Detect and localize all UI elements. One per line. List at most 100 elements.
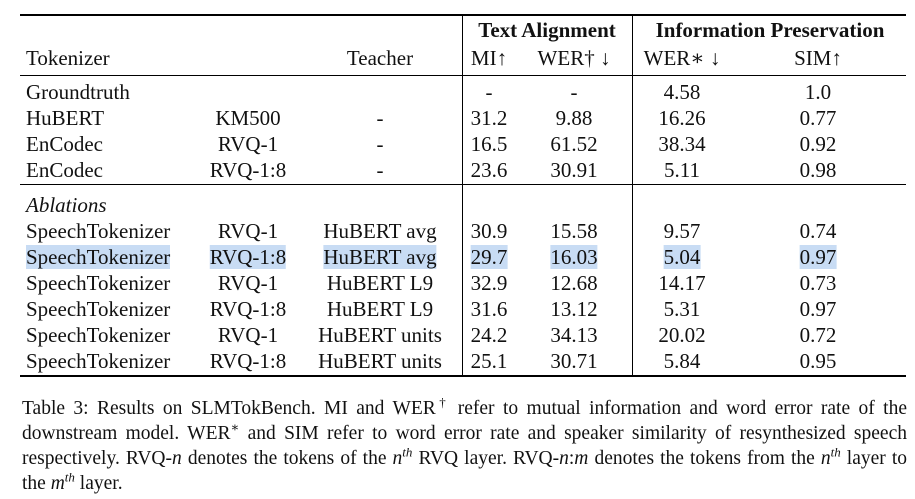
- table-cell: 16.26: [658, 106, 706, 130]
- section-rule: [20, 184, 906, 185]
- top-rule: [20, 14, 906, 16]
- table-cell: SpeechTokenizer: [26, 219, 171, 243]
- section-title: Ablations: [26, 193, 107, 217]
- column-header: SIM↑: [794, 46, 842, 70]
- caption-text: :: [568, 448, 575, 469]
- table-cell: -: [376, 132, 384, 156]
- table-cell: SpeechTokenizer: [26, 323, 171, 347]
- table-cell: 5.31: [663, 297, 701, 321]
- column-header: Tokenizer: [26, 46, 110, 70]
- caption: Table 3: Results on SLMTokBench. MI and …: [22, 396, 907, 496]
- table-cell: 30.91: [550, 158, 598, 182]
- table-cell: RVQ-1:8: [209, 297, 287, 321]
- table-cell: HuBERT: [26, 106, 105, 130]
- table-cell: 14.17: [658, 271, 706, 295]
- table-cell: 31.6: [470, 297, 508, 321]
- caption-text: n: [392, 448, 403, 469]
- caption-text: denotes the tokens from the: [588, 448, 821, 469]
- table-cell: 61.52: [550, 132, 598, 156]
- table-cell: RVQ-1: [217, 219, 279, 243]
- table-cell: -: [570, 80, 578, 104]
- table-cell: HuBERT units: [318, 323, 442, 347]
- table-cell: 34.13: [550, 323, 598, 347]
- table-cell: 9.88: [555, 106, 593, 130]
- table-cell: HuBERT L9: [326, 297, 434, 321]
- table-cell: RVQ-1: [217, 132, 279, 156]
- group-header: Text Alignment: [478, 18, 616, 42]
- caption-text: and SIM refer to word error rate and spe…: [22, 423, 907, 469]
- caption-text: layer to the: [22, 448, 908, 494]
- table-cell: 0.72: [799, 323, 837, 347]
- table-cell: 5.04: [663, 245, 701, 269]
- caption-text: RVQ layer. RVQ-: [412, 448, 560, 469]
- caption-text: ∗: [230, 419, 240, 435]
- table-cell: 4.58: [663, 80, 701, 104]
- table-cell: 0.73: [799, 271, 837, 295]
- caption-text: th: [830, 444, 841, 460]
- table-cell: EnCodec: [26, 132, 103, 156]
- table-cell: 0.77: [799, 106, 837, 130]
- column-divider: [462, 15, 463, 375]
- table-cell: 0.98: [799, 158, 837, 182]
- table-cell: HuBERT avg: [323, 219, 437, 243]
- table-cell: 0.97: [799, 245, 837, 269]
- table-cell: RVQ-1: [217, 271, 279, 295]
- table-cell: -: [376, 158, 384, 182]
- caption-text: layer.: [74, 473, 123, 494]
- column-header: WER† ↓: [537, 46, 611, 70]
- table-cell: 5.11: [664, 158, 700, 182]
- caption-text: †: [435, 394, 450, 410]
- column-header: Teacher: [346, 46, 414, 70]
- table-cell: 12.68: [550, 271, 598, 295]
- table-cell: 31.2: [470, 106, 508, 130]
- table-cell: 24.2: [470, 323, 508, 347]
- table-cell: 0.74: [799, 219, 837, 243]
- table-cell: 30.9: [470, 219, 508, 243]
- table-cell: 16.5: [470, 132, 508, 156]
- caption-text: m: [50, 473, 65, 494]
- table-cell: SpeechTokenizer: [26, 245, 171, 269]
- table-cell: RVQ-1:8: [209, 158, 287, 182]
- table-cell: 16.03: [550, 245, 598, 269]
- caption-text: th: [402, 444, 413, 460]
- caption-text: Table 3: Results on SLMTokBench. MI and …: [22, 398, 436, 419]
- bottom-rule: [20, 375, 906, 377]
- table-cell: RVQ-1:8: [209, 349, 287, 373]
- table-cell: 20.02: [658, 323, 706, 347]
- table-cell: KM500: [215, 106, 281, 130]
- table-cell: 25.1: [470, 349, 508, 373]
- table-cell: Groundtruth: [26, 80, 130, 104]
- table-cell: 9.57: [663, 219, 701, 243]
- table-cell: 13.12: [550, 297, 598, 321]
- table-cell: 32.9: [470, 271, 508, 295]
- caption-text: n: [820, 448, 831, 469]
- table-cell: 29.7: [470, 245, 508, 269]
- table-cell: RVQ-1: [217, 323, 279, 347]
- caption-text: th: [64, 469, 75, 485]
- table-cell: 23.6: [470, 158, 508, 182]
- table-cell: HuBERT units: [318, 349, 442, 373]
- table-cell: RVQ-1:8: [209, 245, 287, 269]
- column-header: MI↑: [470, 46, 508, 70]
- table-cell: -: [376, 106, 384, 130]
- table-cell: SpeechTokenizer: [26, 297, 171, 321]
- table-cell: 15.58: [550, 219, 598, 243]
- caption-text: denotes the tokens of the: [181, 448, 393, 469]
- header-rule: [20, 75, 906, 76]
- caption-text: n: [559, 448, 569, 469]
- table-cell: SpeechTokenizer: [26, 271, 171, 295]
- table-cell: HuBERT L9: [326, 271, 434, 295]
- caption-text: refer to mutual information and word err…: [22, 398, 907, 444]
- table-cell: -: [485, 80, 493, 104]
- column-header: WER∗ ↓: [643, 46, 721, 70]
- table-cell: 38.34: [658, 132, 706, 156]
- table-cell: 0.97: [799, 297, 837, 321]
- group-header: Information Preservation: [655, 18, 885, 42]
- caption-text: m: [574, 448, 589, 469]
- column-divider: [632, 15, 633, 375]
- table-cell: HuBERT avg: [323, 245, 437, 269]
- table-cell: SpeechTokenizer: [26, 349, 171, 373]
- caption-text: n: [172, 448, 182, 469]
- table-cell: 0.95: [799, 349, 837, 373]
